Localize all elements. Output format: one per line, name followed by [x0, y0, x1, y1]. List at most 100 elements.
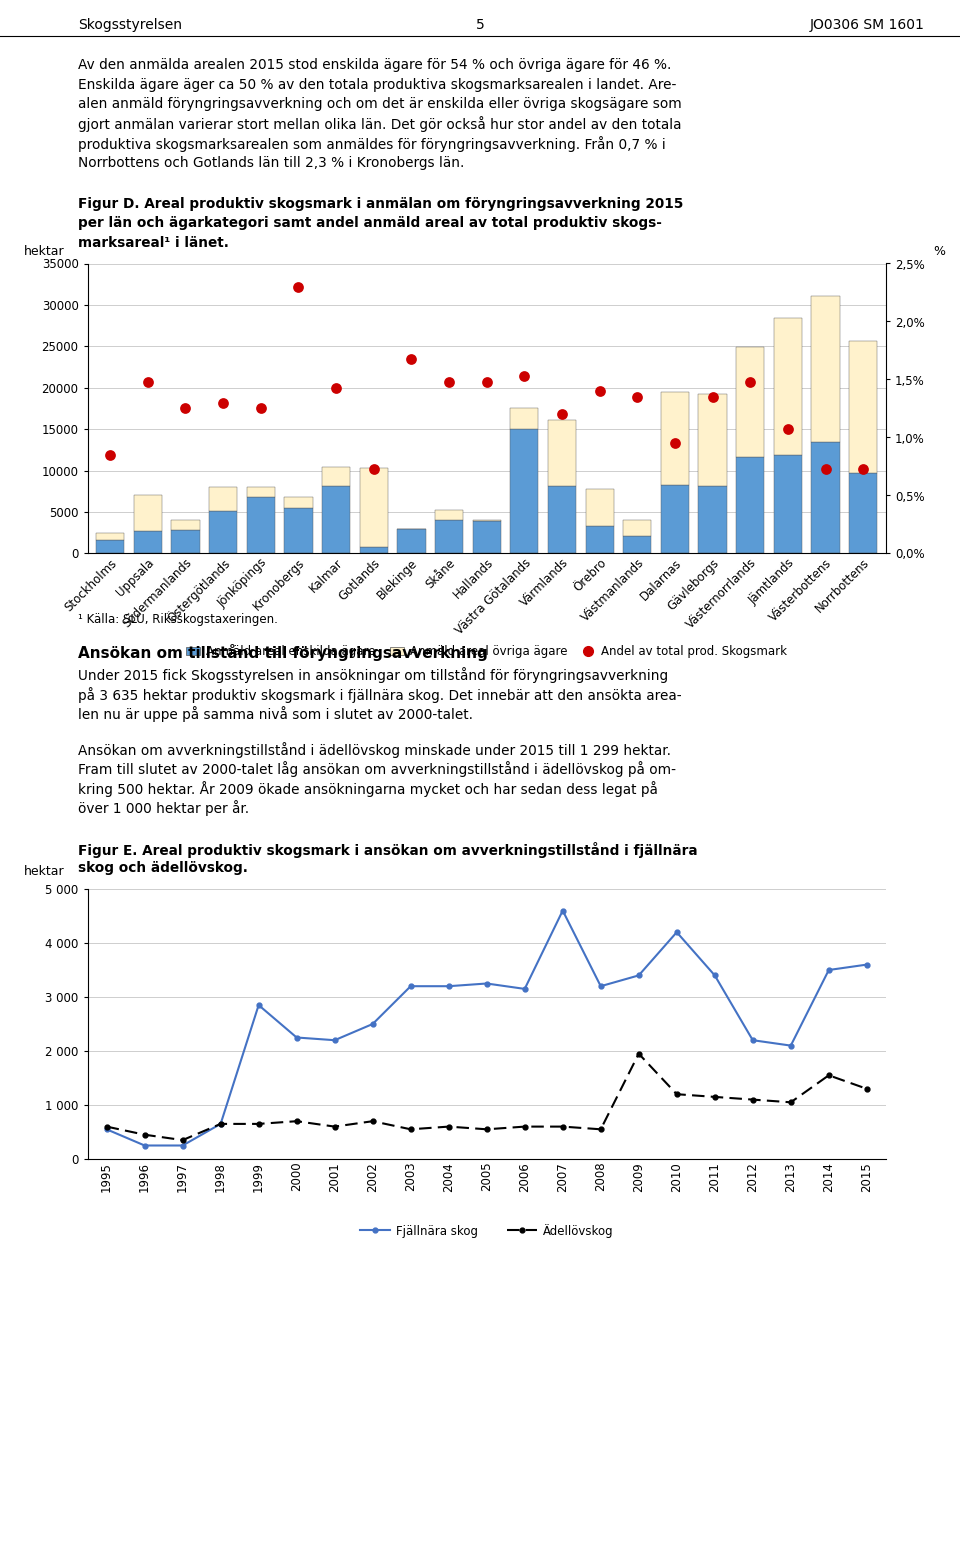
Point — [705, 385, 720, 410]
Ädellövskog — [443, 1117, 454, 1135]
Bar — [322, 486, 350, 553]
Fjällnära skog — [785, 1036, 797, 1054]
Text: hektar: hektar — [24, 865, 64, 877]
Ädellövskog — [823, 1065, 834, 1084]
Ädellövskog — [215, 1115, 227, 1134]
Point — [103, 443, 118, 467]
Ädellövskog — [367, 1112, 378, 1131]
Bar — [623, 536, 652, 553]
Text: Norrbottens och Gotlands län till 2,3 % i Kronobergs län.: Norrbottens och Gotlands län till 2,3 % … — [78, 155, 465, 169]
Bar — [811, 295, 840, 443]
Bar — [586, 526, 613, 553]
Bar — [172, 530, 200, 553]
Text: Av den anmälda arealen 2015 stod enskilda ägare för 54 % och övriga ägare för 46: Av den anmälda arealen 2015 stod enskild… — [78, 57, 671, 71]
Bar — [247, 497, 275, 553]
Point — [743, 370, 758, 394]
Text: produktiva skogsmarksarealen som anmäldes för föryngringsavverkning. Från 0,7 % : produktiva skogsmarksarealen som anmälde… — [78, 137, 665, 152]
Point — [215, 390, 230, 415]
Bar — [849, 474, 877, 553]
Fjällnära skog — [519, 980, 531, 999]
Point — [253, 396, 269, 421]
Fjällnära skog — [329, 1031, 341, 1050]
Text: Fram till slutet av 2000-talet låg ansökan om avverkningstillstånd i ädellövskog: Fram till slutet av 2000-talet låg ansök… — [78, 761, 676, 778]
Ädellövskog — [329, 1117, 341, 1135]
Ädellövskog — [177, 1131, 188, 1149]
Fjällnära skog — [861, 955, 873, 974]
Fjällnära skog — [633, 966, 644, 985]
Point — [442, 370, 457, 394]
Text: på 3 635 hektar produktiv skogsmark i fjällnära skog. Det innebär att den ansökt: på 3 635 hektar produktiv skogsmark i fj… — [78, 686, 682, 704]
Bar — [435, 511, 463, 520]
Text: kring 500 hektar. År 2009 ökade ansökningarna mycket och har sedan dess legat på: kring 500 hektar. År 2009 ökade ansöknin… — [78, 781, 658, 797]
Bar — [133, 531, 162, 553]
Point — [479, 370, 494, 394]
Point — [328, 376, 344, 401]
Point — [818, 457, 833, 481]
Point — [667, 430, 683, 455]
Bar — [811, 443, 840, 553]
Ädellövskog — [861, 1079, 873, 1098]
Text: Skogsstyrelsen: Skogsstyrelsen — [78, 19, 182, 33]
Point — [554, 402, 569, 427]
Fjällnära skog — [252, 995, 264, 1014]
Point — [630, 385, 645, 410]
Fjällnära skog — [177, 1137, 188, 1155]
Legend: Fjällnära skog, Ädellövskog: Fjällnära skog, Ädellövskog — [355, 1219, 618, 1242]
Fjällnära skog — [101, 1120, 112, 1138]
Bar — [209, 488, 237, 511]
Bar — [284, 508, 313, 553]
Fjällnära skog — [823, 961, 834, 980]
Text: över 1 000 hektar per år.: över 1 000 hektar per år. — [78, 800, 250, 817]
Text: JO0306 SM 1601: JO0306 SM 1601 — [810, 19, 925, 33]
Bar — [548, 421, 576, 486]
Ädellövskog — [101, 1117, 112, 1135]
Text: Enskilda ägare äger ca 50 % av den totala produktiva skogsmarksarealen i landet.: Enskilda ägare äger ca 50 % av den total… — [78, 78, 677, 92]
Text: Ansökan om tillstånd till föryngringsavverkning: Ansökan om tillstånd till föryngringsavv… — [78, 643, 488, 660]
Text: len nu är uppe på samma nivå som i slutet av 2000-talet.: len nu är uppe på samma nivå som i slute… — [78, 707, 473, 722]
Text: Under 2015 fick Skogsstyrelsen in ansökningar om tillstånd för föryngringsavverk: Under 2015 fick Skogsstyrelsen in ansökn… — [78, 668, 668, 683]
Bar — [96, 540, 124, 553]
Bar — [133, 495, 162, 531]
Bar — [172, 520, 200, 530]
Fjällnära skog — [595, 977, 607, 995]
Ädellövskog — [595, 1120, 607, 1138]
Ädellövskog — [481, 1120, 492, 1138]
Text: 5: 5 — [475, 19, 485, 33]
Bar — [699, 486, 727, 553]
Bar — [510, 408, 539, 429]
Point — [780, 416, 796, 441]
Ädellövskog — [785, 1093, 797, 1112]
Point — [592, 379, 608, 404]
Fjällnära skog — [709, 966, 721, 985]
Fjällnära skog — [671, 922, 683, 941]
Ädellövskog — [139, 1126, 151, 1145]
Bar — [360, 547, 388, 553]
Bar — [435, 520, 463, 553]
Bar — [397, 530, 425, 553]
Point — [291, 275, 306, 300]
Bar — [660, 391, 689, 485]
Text: per län och ägarkategori samt andel anmäld areal av total produktiv skogs-: per län och ägarkategori samt andel anmä… — [78, 216, 661, 230]
Point — [516, 363, 532, 388]
Bar — [586, 489, 613, 526]
Ädellövskog — [252, 1115, 264, 1134]
Fjällnära skog — [405, 977, 417, 995]
Text: skog och ädellövskog.: skog och ädellövskog. — [78, 862, 248, 876]
Bar — [284, 497, 313, 508]
Ädellövskog — [709, 1087, 721, 1106]
Bar — [660, 485, 689, 553]
Bar — [548, 486, 576, 553]
Bar — [247, 488, 275, 497]
Ädellövskog — [747, 1090, 758, 1109]
Point — [404, 346, 420, 371]
Bar — [360, 467, 388, 547]
Bar — [774, 455, 802, 553]
Text: alen anmäld föryngringsavverkning och om det är enskilda eller övriga skogsägare: alen anmäld föryngringsavverkning och om… — [78, 96, 682, 110]
Bar — [322, 467, 350, 486]
Text: hektar: hektar — [24, 245, 64, 258]
Point — [178, 396, 193, 421]
Bar — [510, 429, 539, 553]
Text: gjort anmälan varierar stort mellan olika län. Det gör också hur stor andel av d: gjort anmälan varierar stort mellan olik… — [78, 116, 682, 132]
Fjällnära skog — [367, 1014, 378, 1033]
Point — [140, 370, 156, 394]
